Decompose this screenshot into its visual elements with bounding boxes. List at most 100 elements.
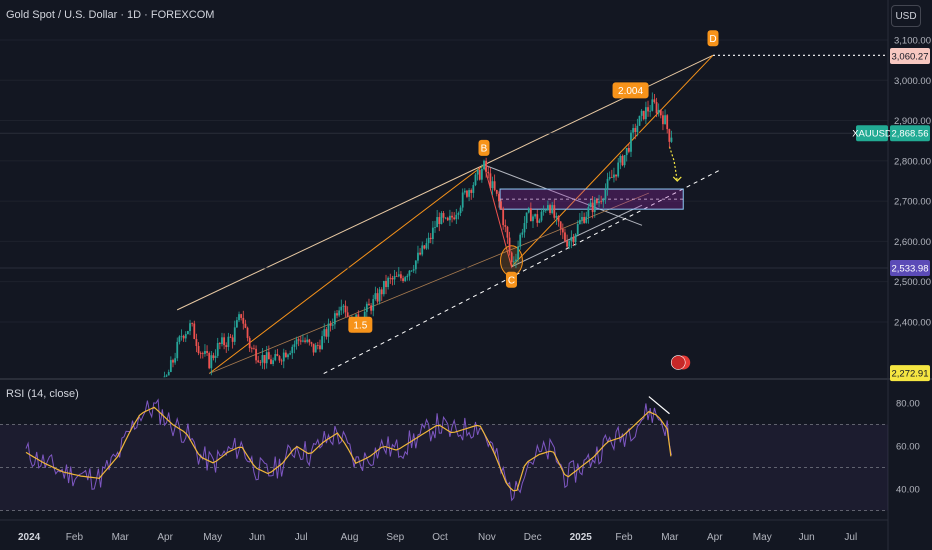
price-candle	[218, 343, 221, 345]
price-candle	[453, 217, 456, 220]
price-candle	[221, 337, 223, 345]
price-candle	[250, 348, 253, 349]
ratio-tag	[612, 82, 649, 99]
price-candle	[444, 217, 447, 219]
price-candle	[368, 303, 370, 306]
price-candle	[265, 352, 268, 364]
price-candle	[666, 115, 669, 130]
time-tick-label: May	[753, 532, 772, 543]
price-candle	[302, 340, 304, 342]
price-candle	[295, 339, 298, 345]
price-candle	[549, 205, 551, 214]
time-tick-label: Jun	[799, 532, 815, 543]
price-candle	[596, 199, 598, 204]
price-candle	[404, 277, 407, 281]
price-candle	[395, 276, 398, 277]
currency-button[interactable]: USD	[891, 5, 921, 27]
price-candle	[199, 353, 202, 354]
price-candle	[642, 110, 645, 120]
price-candle	[186, 331, 189, 335]
pattern-point-label: D	[709, 34, 716, 45]
price-candle	[521, 232, 524, 235]
price-candle	[476, 169, 479, 175]
price-candle	[308, 339, 311, 343]
price-candle	[662, 115, 664, 125]
price-candle	[235, 320, 238, 328]
price-candle	[408, 270, 411, 276]
fib-base-line	[209, 192, 650, 374]
price-candle	[261, 354, 264, 363]
price-candle	[280, 360, 283, 362]
price-candle	[372, 299, 375, 311]
price-candle	[508, 237, 511, 253]
price-candle	[316, 345, 319, 346]
price-candle	[191, 323, 194, 325]
price-candle	[244, 323, 247, 328]
price-candle	[461, 192, 464, 208]
price-candle	[417, 252, 419, 261]
price-tag	[890, 125, 930, 142]
price-candle	[487, 171, 490, 174]
price-candle	[455, 214, 458, 220]
price-candle	[598, 201, 600, 204]
price-candle	[306, 339, 309, 342]
price-candle	[604, 189, 607, 200]
price-candle	[578, 219, 581, 225]
price-candle	[274, 354, 277, 361]
time-tick-label: Aug	[341, 532, 359, 543]
price-tag-label: XAUUSD	[852, 129, 892, 140]
time-tick-label: Jul	[295, 532, 308, 543]
price-candle	[480, 169, 483, 180]
event-flag-icon	[670, 355, 686, 370]
price-candle	[370, 305, 372, 311]
time-tick-label: Jun	[249, 532, 265, 543]
price-candle	[478, 169, 481, 180]
price-candle	[468, 190, 470, 197]
price-candle	[498, 193, 500, 202]
rsi-title[interactable]: RSI (14, close)	[6, 388, 79, 400]
price-candle	[429, 237, 432, 240]
pattern-point-label: C	[508, 275, 515, 286]
price-candle	[342, 305, 345, 307]
time-tick-label: Mar	[112, 532, 130, 543]
price-candle	[248, 337, 251, 349]
rsi-plot	[25, 396, 672, 502]
price-candle	[659, 109, 662, 116]
price-candle	[201, 353, 204, 355]
price-candle	[610, 177, 613, 178]
price-candle	[325, 329, 328, 337]
price-candle	[451, 215, 453, 218]
price-candle	[227, 336, 230, 347]
symbol-title[interactable]: Gold Spot / U.S. Dollar · 1D · FOREXCOM	[6, 9, 215, 21]
price-candle	[547, 205, 549, 211]
price-candle	[431, 227, 434, 240]
price-candle	[293, 344, 296, 347]
price-candle	[246, 327, 249, 338]
price-candle	[329, 323, 332, 326]
price-candle	[627, 147, 630, 152]
time-tick-label: Mar	[661, 532, 679, 543]
price-candle	[606, 178, 609, 190]
price-tags: B C D 2.004 1.5 3,060.27 XAUUSD 2,868.56 2,533.9…	[348, 30, 930, 382]
price-candle	[540, 211, 543, 221]
time-tick-label: 2024	[18, 532, 41, 543]
price-candle	[412, 269, 415, 271]
price-candle	[472, 185, 475, 193]
price-candle	[534, 214, 537, 217]
price-candle	[346, 312, 349, 317]
price-candle	[649, 110, 652, 112]
price-candle	[233, 327, 236, 342]
axis-labels: 3,100.00 3,000.00 2,900.00 2,800.00 2,700.00…	[18, 36, 931, 544]
price-candle	[421, 245, 424, 255]
price-candle	[561, 228, 564, 233]
price-candle	[204, 351, 206, 354]
rsi-ma-line	[25, 406, 672, 492]
price-tag-label: 2,868.56	[892, 129, 929, 140]
price-candle	[615, 174, 617, 177]
price-candle	[319, 345, 321, 350]
price-candle	[566, 240, 568, 247]
ratio-label: 2.004	[618, 86, 643, 97]
price-candle	[402, 278, 404, 281]
price-candle	[389, 277, 392, 279]
time-tick-label: May	[203, 532, 222, 543]
